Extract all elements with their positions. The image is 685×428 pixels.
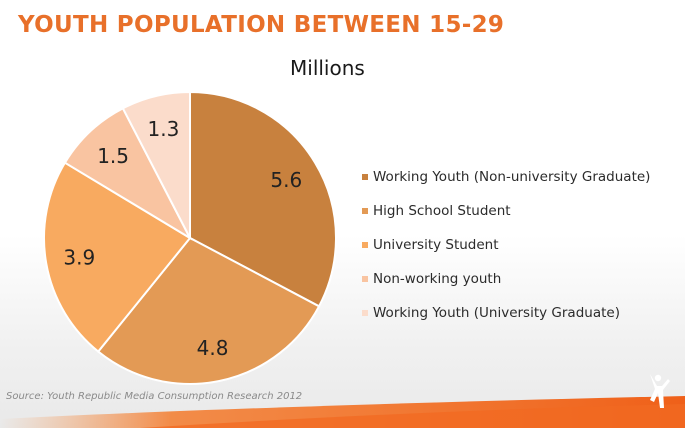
slice-value-label: 3.9 <box>63 246 95 270</box>
pie-slice-1 <box>96 236 321 385</box>
source-note: Source: Youth Republic Media Consumption… <box>6 391 303 402</box>
legend-label: High School Student <box>373 203 511 219</box>
chart-legend: Working Youth (Non-university Graduate) H… <box>362 160 650 330</box>
legend-item: Working Youth (University Graduate) <box>362 296 650 330</box>
legend-swatch <box>362 242 368 248</box>
slice-value-label: 1.5 <box>97 144 129 168</box>
page-title: YOUTH POPULATION BETWEEN 15-29 <box>18 12 505 38</box>
legend-swatch <box>362 174 368 180</box>
legend-item: Working Youth (Non-university Graduate) <box>362 160 650 194</box>
legend-label: University Student <box>373 237 499 253</box>
legend-swatch <box>362 208 368 214</box>
slice-value-label: 1.3 <box>147 117 179 141</box>
slice-value-label: 5.6 <box>270 168 302 192</box>
legend-item: University Student <box>362 228 650 262</box>
legend-label: Non-working youth <box>373 271 502 287</box>
pie-slice-4 <box>121 90 191 239</box>
figure-icon <box>650 374 670 408</box>
legend-swatch <box>362 276 368 282</box>
pie-slice-2 <box>43 161 192 353</box>
legend-swatch <box>362 310 368 316</box>
legend-label: Working Youth (Non-university Graduate) <box>373 169 651 185</box>
legend-item: Non-working youth <box>362 262 650 296</box>
legend-item: High School Student <box>362 194 650 228</box>
pie-slice-0 <box>189 90 337 308</box>
chart-subtitle: Millions <box>290 56 365 80</box>
legend-label: Working Youth (University Graduate) <box>373 305 620 321</box>
slice-value-label: 4.8 <box>197 336 229 360</box>
